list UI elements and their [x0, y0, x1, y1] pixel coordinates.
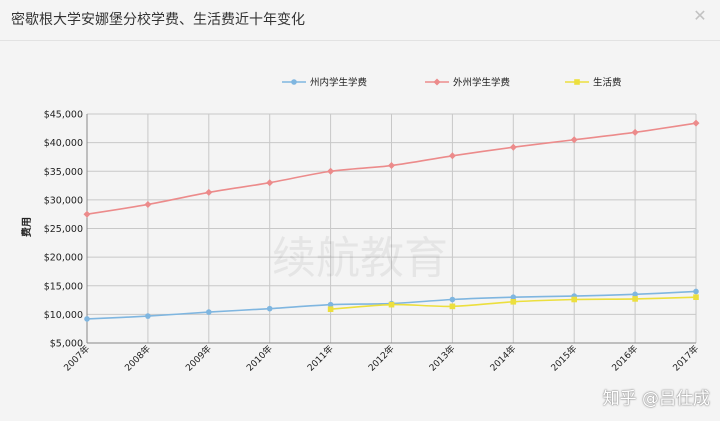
window-header: 密歇根大学安娜堡分校学费、生活费近十年变化 ✕	[0, 0, 720, 41]
legend-marker	[291, 79, 297, 85]
close-icon[interactable]: ✕	[693, 6, 707, 25]
x-tick-label: 2008年	[122, 343, 153, 374]
line-chart: 州内学生学费 外州学生学费 生活费 $5,000 $10,000 $15,000 $20,…	[20, 77, 701, 374]
source-watermark: 知乎 @吕仕成	[602, 389, 710, 409]
data-point	[632, 291, 638, 298]
y-tick-label: $10,000	[44, 310, 83, 321]
x-tick-label: 2010年	[244, 343, 275, 374]
x-tick-label: 2011年	[305, 343, 336, 374]
data-point	[631, 128, 639, 136]
data-point	[448, 152, 456, 160]
legend-marker	[574, 79, 580, 85]
data-point	[327, 306, 334, 313]
y-tick-label: $30,000	[44, 195, 83, 206]
data-point	[144, 200, 152, 208]
data-point	[693, 294, 699, 300]
legend-label: 生活费	[593, 77, 622, 89]
data-point	[692, 119, 700, 127]
y-tick-label: $40,000	[44, 138, 83, 149]
x-tick-label: 2015年	[548, 343, 579, 374]
data-point	[449, 303, 456, 310]
y-axis-label: 费用	[20, 217, 33, 237]
x-tick-label: 2016年	[609, 343, 640, 374]
legend-label: 州内学生学费	[310, 77, 367, 89]
x-tick-label: 2014年	[487, 343, 518, 374]
y-tick-label: $45,000	[44, 110, 83, 121]
data-point	[327, 301, 334, 308]
legend-marker	[433, 78, 441, 86]
y-tick-label: $35,000	[44, 167, 83, 178]
data-point	[510, 298, 517, 305]
data-point	[145, 313, 151, 319]
data-point	[510, 294, 517, 300]
data-point	[206, 309, 212, 315]
x-tick-label: 2012年	[366, 343, 397, 374]
data-point	[327, 167, 335, 175]
x-axis-ticks: 2007年 2008年 2009年 2010年 2011年 2012年 2013年 2014年…	[61, 343, 701, 374]
data-point	[266, 179, 274, 187]
page-title: 密歇根大学安娜堡分校学费、生活费近十年变化	[11, 12, 305, 28]
x-tick-label: 2013年	[426, 343, 457, 374]
data-point	[205, 188, 213, 196]
data-point	[509, 143, 517, 151]
y-axis-ticks: $5,000 $10,000 $15,000 $20,000 $25,000 $30,00…	[44, 110, 83, 350]
legend-label: 外州学生学费	[453, 77, 510, 89]
y-tick-label: $5,000	[50, 339, 83, 350]
chart-grid	[86, 113, 697, 344]
data-point	[388, 301, 395, 308]
data-point	[570, 136, 578, 144]
data-point	[632, 296, 638, 302]
watermark-text: 续航教育	[272, 233, 448, 284]
data-point	[84, 316, 90, 322]
y-tick-label: $20,000	[44, 253, 83, 264]
data-point	[571, 296, 577, 303]
data-point	[449, 296, 456, 303]
chart-container: 州内学生学费 外州学生学费 生活费 $5,000 $10,000 $15,000 $20,…	[0, 41, 720, 417]
chart-series	[83, 119, 700, 322]
data-point	[388, 162, 395, 170]
x-tick-label: 2009年	[183, 343, 214, 374]
y-tick-label: $15,000	[44, 281, 83, 292]
data-point	[693, 288, 699, 295]
data-point	[266, 305, 273, 312]
y-tick-label: $25,000	[44, 224, 83, 235]
x-tick-label: 2017年	[670, 343, 701, 374]
data-point	[83, 210, 91, 218]
chart-legend: 州内学生学费 外州学生学费 生活费	[282, 77, 622, 89]
